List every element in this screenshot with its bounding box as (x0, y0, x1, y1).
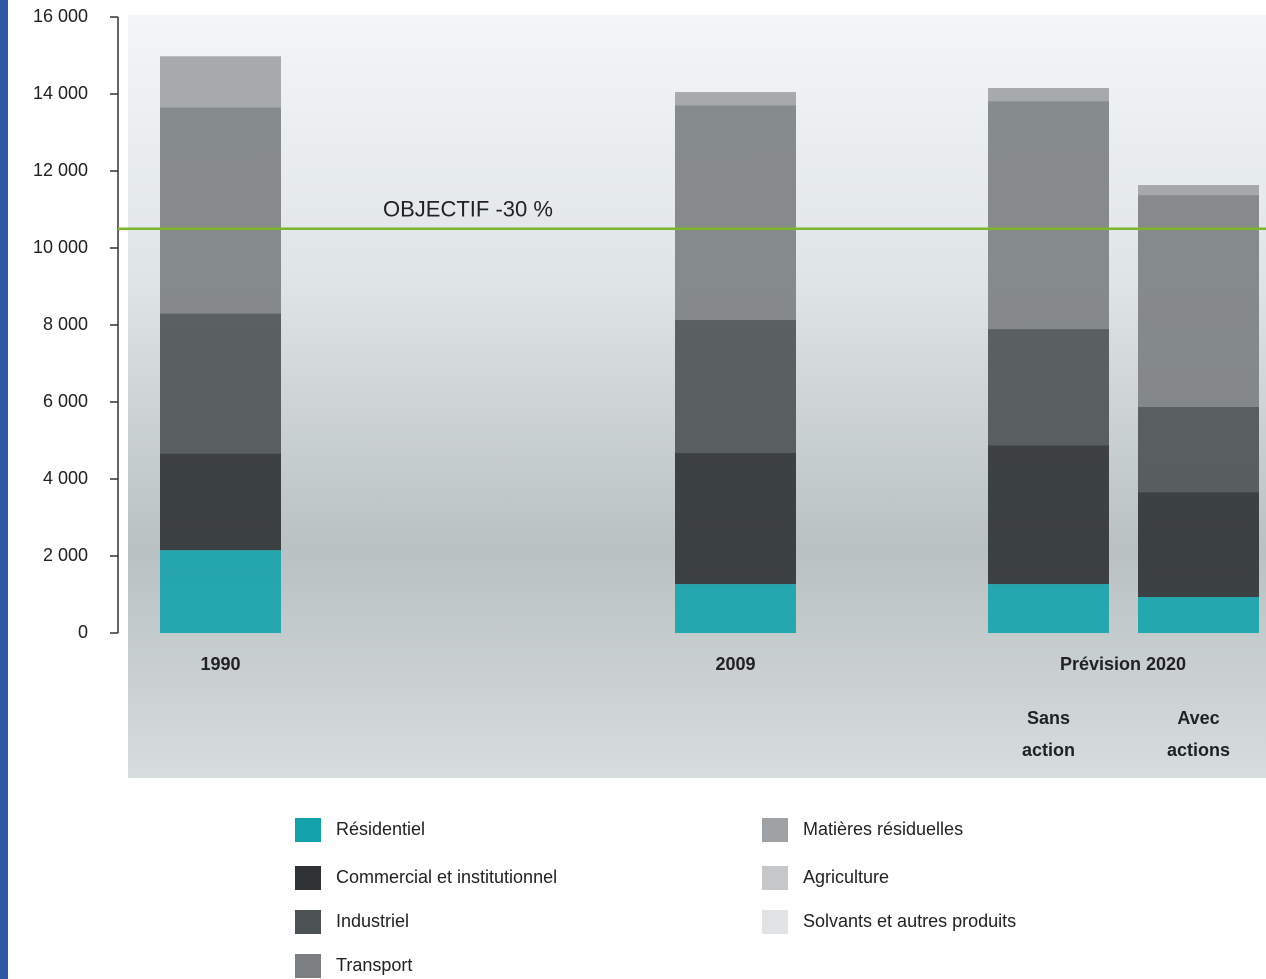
bar-segment (160, 550, 281, 633)
y-tick-label: 10 000 (33, 237, 88, 257)
legend-label: Transport (336, 955, 412, 975)
legend-label: Commercial et institutionnel (336, 867, 557, 887)
legend-swatch (295, 866, 321, 890)
legend-swatch (762, 866, 788, 890)
legend-label: Résidentiel (336, 819, 425, 839)
legend-swatch (295, 910, 321, 934)
bar-segment (675, 92, 796, 106)
legend-label: Solvants et autres produits (803, 911, 1016, 931)
bar-segment (1138, 195, 1259, 408)
bar-segment (1138, 492, 1259, 598)
bar-segment (675, 319, 796, 454)
bar-segment (160, 56, 281, 108)
x-tick-label: 1990 (200, 654, 240, 674)
y-tick-label: 4 000 (43, 468, 88, 488)
legend-swatch (762, 910, 788, 934)
bar-segment (1138, 185, 1259, 196)
bar-segment (160, 313, 281, 454)
y-tick-label: 2 000 (43, 545, 88, 565)
bar-segment (1138, 597, 1259, 633)
reference-label: OBJECTIF -30 % (383, 197, 553, 222)
y-tick-label: 12 000 (33, 160, 88, 180)
legend-label: Agriculture (803, 867, 889, 887)
bar-segment (675, 105, 796, 320)
y-tick-label: 8 000 (43, 314, 88, 334)
bar-segment (988, 101, 1109, 330)
y-tick-label: 14 000 (33, 83, 88, 103)
group-label: Prévision 2020 (1060, 654, 1186, 674)
x-tick-label: 2009 (715, 654, 755, 674)
x-tick-label: Sans action (1021, 708, 1075, 760)
side-strip (0, 0, 8, 979)
bar-segment (1138, 407, 1259, 493)
legend-swatch (295, 818, 321, 842)
y-tick-label: 6 000 (43, 391, 88, 411)
legend-label: Industriel (336, 911, 409, 931)
legend-swatch (762, 818, 788, 842)
bar-segment (988, 584, 1109, 633)
x-tick-label: Avec actions (1166, 708, 1231, 760)
bar-segment (160, 107, 281, 314)
legend-swatch (295, 954, 321, 978)
bar-segment (675, 584, 796, 633)
y-tick-label: 0 (78, 622, 88, 642)
bar-segment (160, 453, 281, 551)
y-tick-label: 16 000 (33, 6, 88, 26)
bar-segment (988, 445, 1109, 585)
bar-segment (988, 329, 1109, 446)
bar-segment (988, 88, 1109, 102)
bar-segment (675, 453, 796, 585)
legend-label: Matières résiduelles (803, 819, 963, 839)
